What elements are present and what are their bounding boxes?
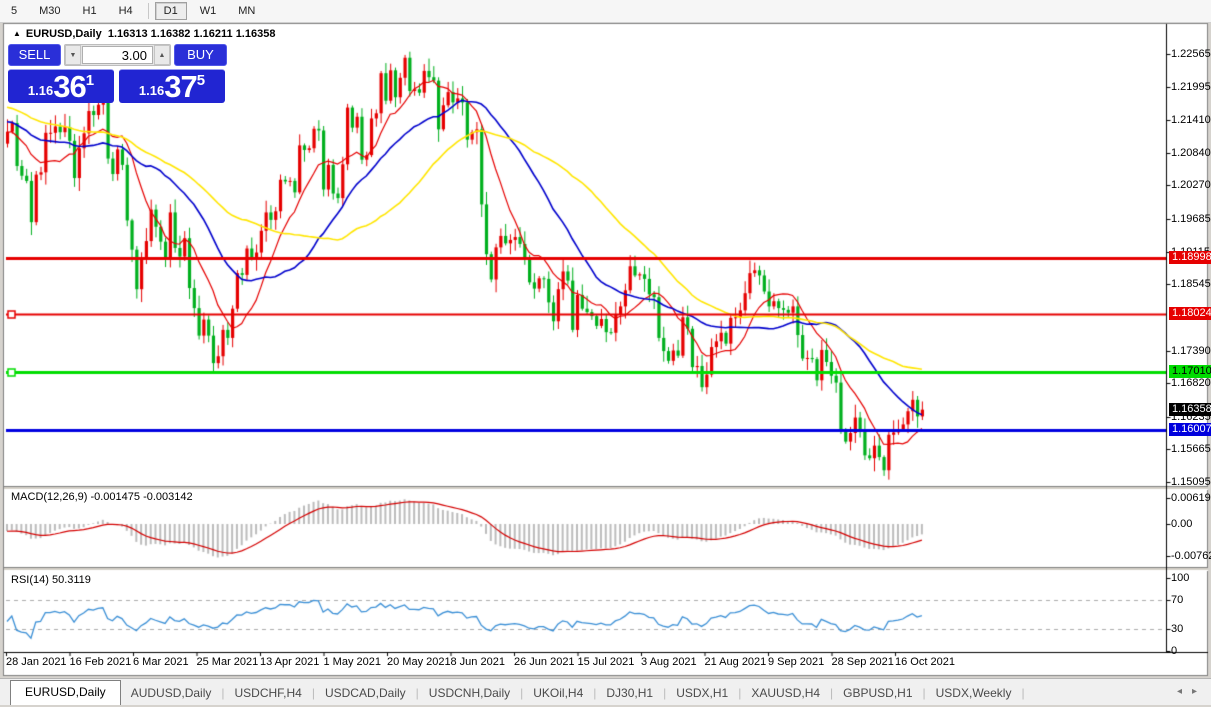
chart-tab-usdx[interactable]: USDX,H1	[676, 686, 729, 700]
timeframe-button-5[interactable]: 5	[11, 5, 18, 17]
tab-separator: |	[593, 686, 597, 700]
level-price-label: 1.18024	[1169, 307, 1211, 320]
chart-header: ▲ EURUSD,Daily 1.16313 1.16382 1.16211 1.…	[13, 28, 275, 40]
tab-separator: |	[830, 686, 834, 700]
chart-tab-usdcnh[interactable]: USDCNH,Daily	[428, 686, 511, 700]
tab-scroll-left-icon[interactable]: ◂	[1176, 686, 1182, 697]
tab-separator: |	[221, 686, 225, 700]
ask-big-digits: 37	[164, 69, 197, 104]
tab-separator: |	[1021, 686, 1025, 700]
rsi-scale-label: 70	[1171, 594, 1184, 606]
date-axis-label: 28 Jan 2021	[6, 656, 67, 668]
date-axis-label: 21 Aug 2021	[704, 656, 767, 668]
chart-tab-audusd[interactable]: AUDUSD,Daily	[130, 686, 212, 700]
date-axis-label: 26 Jun 2021	[514, 656, 575, 668]
price-tick-label: 1.21410	[1171, 114, 1211, 126]
chart-tab-usdchf[interactable]: USDCHF,H4	[234, 686, 302, 700]
rsi-indicator-label: RSI(14) 50.3119	[11, 574, 91, 586]
trade-buttons-row: SELL ▼ ▲ BUY	[8, 44, 227, 66]
date-axis-label: 16 Oct 2021	[895, 656, 955, 668]
timeframe-button-mn[interactable]: MN	[238, 5, 256, 17]
chart-tab-xauusd[interactable]: XAUUSD,H4	[751, 686, 821, 700]
price-tick-label: 1.16820	[1171, 377, 1211, 389]
timeframe-button-w1[interactable]: W1	[199, 5, 217, 17]
macd-scale-label: 0.006193	[1171, 492, 1211, 504]
date-axis-label: 8 Jun 2021	[450, 656, 505, 668]
volume-input[interactable]	[82, 46, 153, 64]
timeframe-button-h4[interactable]: H4	[118, 5, 133, 17]
timeframe-button-h1[interactable]: H1	[82, 5, 97, 17]
ask-prefix: 1.16	[138, 83, 165, 98]
price-tick-label: 1.21995	[1171, 81, 1211, 93]
tab-separator: |	[738, 686, 742, 700]
date-axis-label: 25 Mar 2021	[196, 656, 259, 668]
level-price-label: 1.17010	[1169, 365, 1211, 378]
bid-big-digits: 36	[53, 69, 86, 104]
chart-tab-usdx[interactable]: USDX,Weekly	[935, 686, 1012, 700]
chart-tab-eurusd[interactable]: EURUSD,Daily	[10, 680, 121, 705]
tab-separator: |	[663, 686, 667, 700]
spinner-down-icon[interactable]: ▼	[65, 45, 81, 65]
price-tick-label: 1.17390	[1171, 345, 1211, 357]
tab-scroll-arrows: ◂ ▸	[1177, 686, 1211, 705]
collapse-triangle-icon[interactable]: ▲	[13, 29, 21, 38]
chart-symbol-label: EURUSD,Daily	[25, 28, 102, 40]
price-tick-label: 1.18545	[1171, 278, 1211, 290]
bid-prefix: 1.16	[27, 83, 54, 98]
spinner-up-icon[interactable]: ▲	[154, 45, 170, 65]
tab-separator: |	[415, 686, 419, 700]
level-price-label: 1.18998	[1169, 251, 1211, 264]
bid-pip-digit: 1	[85, 72, 95, 89]
price-tick-label: 1.22565	[1171, 48, 1211, 60]
volume-spinner: ▼ ▲	[64, 44, 171, 66]
date-axis-label: 16 Feb 2021	[69, 656, 132, 668]
date-axis-label: 9 Sep 2021	[768, 656, 825, 668]
current-price-label: 1.16358	[1169, 403, 1211, 416]
macd-scale-label: 0.00	[1171, 518, 1193, 530]
chart-tab-dj30[interactable]: DJ30,H1	[606, 686, 654, 700]
level-price-label: 1.16007	[1169, 423, 1211, 436]
tab-separator: |	[311, 686, 315, 700]
chart-tab-gbpusd[interactable]: GBPUSD,H1	[843, 686, 913, 700]
price-tick-label: 1.20270	[1171, 179, 1211, 191]
macd-indicator-label: MACD(12,26,9) -0.001475 -0.003142	[11, 491, 193, 503]
timeframe-toolbar: 5 M30 H1 H4 D1 W1 MN	[0, 0, 1211, 23]
rsi-scale-label: 30	[1171, 623, 1184, 635]
macd-scale-label: -0.007621	[1171, 550, 1211, 562]
date-axis-label: 28 Sep 2021	[831, 656, 894, 668]
quote-row: 1.16 36 1 1.16 37 5	[8, 69, 227, 103]
toolbar-divider	[147, 3, 149, 19]
chart-tab-bar: EURUSD,Daily AUDUSD,Daily | USDCHF,H4 | USDCA…	[0, 678, 1211, 705]
date-axis-label: 3 Aug 2021	[641, 656, 697, 668]
rsi-scale-label: 0	[1171, 645, 1178, 657]
date-axis-label: 6 Mar 2021	[133, 656, 189, 668]
price-tick-label: 1.19685	[1171, 213, 1211, 225]
ask-pip-digit: 5	[196, 72, 206, 89]
chart-tab-ukoil[interactable]: UKOil,H4	[533, 686, 584, 700]
timeframe-button-d1[interactable]: D1	[154, 2, 187, 20]
tab-scroll-right-icon[interactable]: ▸	[1191, 686, 1197, 697]
tab-separator: |	[922, 686, 926, 700]
bid-quote[interactable]: 1.16 36 1	[8, 69, 114, 103]
chart-ohlc-values: 1.16313 1.16382 1.16211 1.16358	[107, 28, 276, 40]
date-axis-label: 15 Jul 2021	[577, 656, 635, 668]
timeframe-button-m30[interactable]: M30	[39, 5, 61, 17]
chart-tab-usdcad[interactable]: USDCAD,Daily	[324, 686, 406, 700]
buy-button[interactable]: BUY	[174, 44, 227, 66]
price-tick-label: 1.15095	[1171, 476, 1211, 488]
one-click-trading-panel: SELL ▼ ▲ BUY 1.16 36 1 1.16 37 5	[8, 44, 227, 106]
price-tick-label: 1.15665	[1171, 443, 1211, 455]
date-axis-label: 20 May 2021	[387, 656, 451, 668]
rsi-scale-label: 100	[1171, 572, 1190, 584]
price-tick-label: 1.20840	[1171, 147, 1211, 159]
sell-button[interactable]: SELL	[8, 44, 61, 66]
ask-quote[interactable]: 1.16 37 5	[119, 69, 225, 103]
date-axis-label: 13 Apr 2021	[260, 656, 320, 668]
date-axis-label: 1 May 2021	[323, 656, 381, 668]
tab-separator: |	[520, 686, 524, 700]
